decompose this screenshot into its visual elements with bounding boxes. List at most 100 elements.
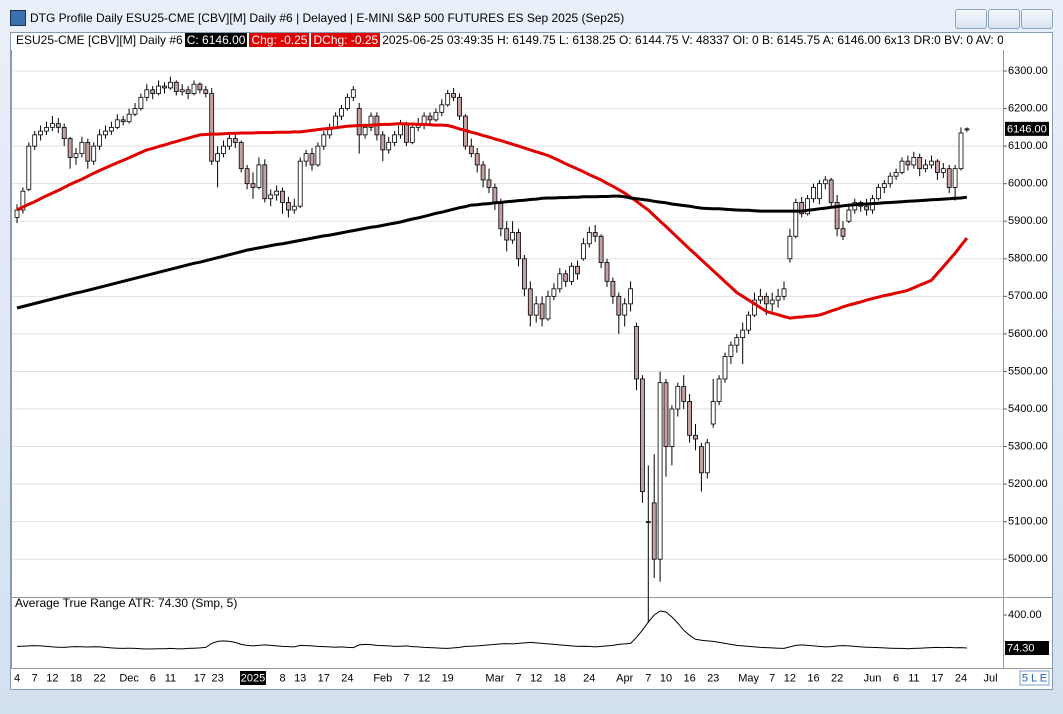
y-tick-label: 5900.00 (1008, 215, 1048, 227)
candle-body (746, 314, 751, 331)
candle-body (197, 83, 203, 91)
candle-body (362, 126, 368, 136)
candle-body (73, 153, 79, 158)
candle-body (333, 115, 339, 128)
candle-body (315, 145, 321, 166)
candle-body (285, 202, 291, 211)
y-tick-label: 5200.00 (1008, 478, 1048, 490)
candle-body (91, 145, 97, 162)
candle-body (215, 153, 221, 162)
status[interactable]: 5 L E (1022, 672, 1047, 684)
candle-body (321, 134, 327, 147)
candle-body (309, 153, 315, 166)
candle-body (917, 156, 923, 170)
candle-body (256, 164, 262, 188)
x-tick-label: Dec (119, 672, 139, 684)
x-tick-label: 11 (908, 672, 919, 684)
candle-body (162, 85, 167, 89)
candle-body (26, 145, 32, 190)
x-tick-label: 24 (955, 672, 967, 684)
candle-body (486, 179, 492, 188)
maximize-button[interactable] (988, 9, 1020, 29)
x-tick-label: 8 (279, 672, 285, 684)
candle-body (545, 295, 551, 320)
candle-body (380, 134, 386, 151)
candle-body (480, 164, 486, 181)
symbol: ESU25-CME [CBV][M] Daily #6 (16, 33, 183, 47)
candle-body (398, 123, 403, 136)
candle-body (32, 134, 38, 147)
x-tick-label: May (738, 672, 759, 684)
candle-body (663, 382, 669, 447)
x-tick-label: 17 (194, 672, 206, 684)
candle-body (103, 130, 108, 136)
x-tick-label: 12 (418, 672, 430, 684)
candle-body (167, 81, 173, 89)
candle-body (793, 202, 799, 237)
last-value-box (1005, 641, 1049, 656)
y-tick-label: 5000.00 (1008, 553, 1048, 565)
candle-body (734, 337, 740, 346)
candle-body (893, 172, 899, 177)
candle-body (563, 273, 569, 282)
candle-body (575, 265, 580, 275)
chart-window (10, 32, 1053, 690)
candle-body (468, 145, 474, 155)
candle-body (722, 356, 728, 380)
candle-body (132, 108, 138, 115)
status-box[interactable] (1019, 670, 1050, 686)
x-tick-label: 16 (807, 672, 819, 684)
candle-body (262, 164, 268, 200)
candle-body (616, 295, 622, 316)
candle-body (445, 93, 451, 106)
x-tick-label: Mar (485, 672, 504, 684)
candle-body (923, 164, 928, 170)
candle-body (79, 141, 85, 155)
candle-body (191, 83, 197, 94)
candle-body (699, 446, 704, 474)
candle-body (946, 168, 952, 188)
candle-body (905, 160, 911, 166)
change: Chg: -0.25 (249, 33, 310, 47)
x-tick-label: 22 (93, 672, 105, 684)
candle-body (876, 187, 881, 200)
x-tick-label: 7 (403, 672, 409, 684)
x-tick-label: 18 (70, 672, 82, 684)
candle-body (657, 382, 663, 560)
candle-body (911, 156, 917, 166)
candle-body (386, 141, 392, 151)
x-tick-label: 10 (660, 672, 672, 684)
candle-body (581, 243, 586, 260)
candle-body (687, 401, 692, 436)
candle-body (899, 160, 905, 173)
candle-body (20, 190, 26, 211)
candle-body (805, 198, 810, 215)
candle-body (268, 194, 274, 200)
day-change: DChg: -0.25 (311, 33, 381, 47)
candle-body (203, 89, 209, 94)
x-tick-label: 18 (554, 672, 566, 684)
candle-body (85, 141, 91, 162)
candle-body (250, 183, 256, 188)
y-tick-label: 5300.00 (1008, 440, 1048, 452)
candle-body (433, 111, 439, 121)
candle-body (598, 235, 604, 263)
close-button[interactable] (1021, 9, 1053, 29)
candle-body (557, 273, 563, 290)
candle-body (704, 442, 710, 474)
candle-body (881, 183, 887, 188)
x-tick-label: 2025 (241, 672, 265, 684)
candle-body (728, 344, 734, 357)
candle-body (940, 168, 946, 173)
candle-body (763, 295, 769, 305)
candle-body (226, 138, 232, 147)
candle-body (510, 232, 516, 241)
candle-body (811, 187, 816, 200)
candle-body (156, 85, 162, 94)
candle-body (569, 265, 574, 282)
info-line: ESU25-CME [CBV][M] Daily #6 C: 6146.00 Chg… (14, 33, 1003, 48)
candle-body (522, 258, 527, 290)
candle-body (451, 93, 457, 98)
minimize-button[interactable] (955, 9, 987, 29)
